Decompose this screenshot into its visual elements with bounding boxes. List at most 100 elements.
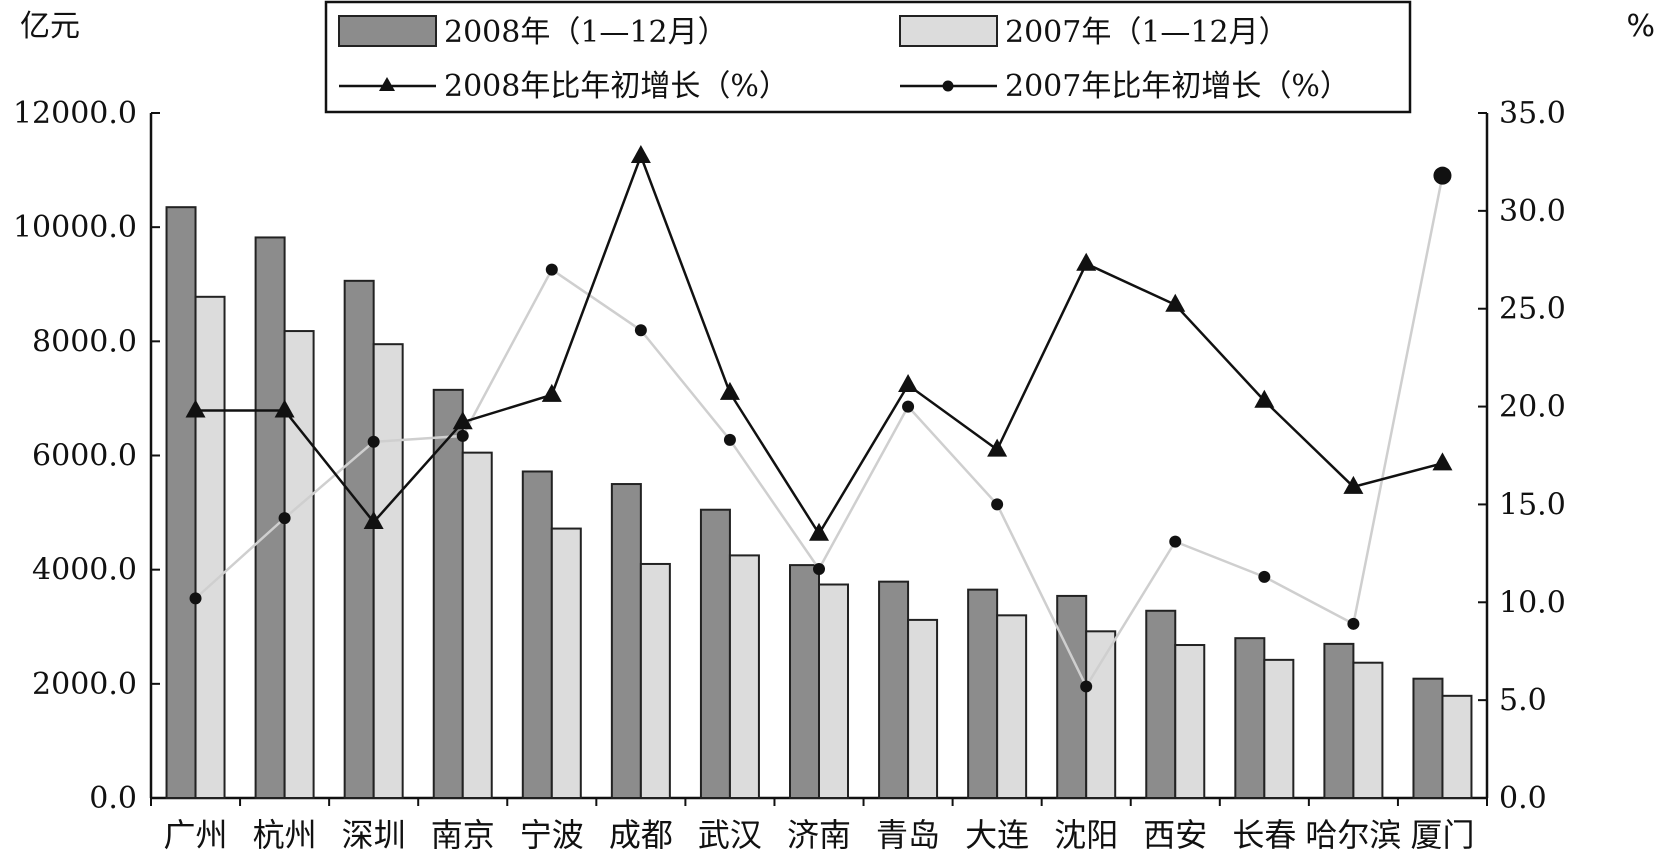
growth-point-2008-深圳 — [363, 511, 384, 530]
bar-2007-南京 — [461, 451, 493, 799]
right-tick-label: 20.0 — [1499, 390, 1566, 425]
right-axis-unit: % — [1626, 9, 1655, 44]
bar-2007-武汉 — [728, 554, 760, 799]
growth-point-2008-广州 — [185, 399, 206, 418]
left-tick-label: 10000.0 — [13, 210, 137, 245]
bar-2007-成都 — [639, 562, 671, 799]
bar-2007-宁波 — [550, 527, 582, 799]
growth-point-2008-武汉 — [719, 381, 740, 400]
bar-2007-杭州 — [283, 330, 315, 799]
growth-point-2007-大连 — [991, 498, 1004, 511]
growth-point-2007-哈尔滨 — [1347, 617, 1360, 630]
left-axis-unit: 亿元 — [20, 9, 80, 44]
growth-point-2008-厦门 — [1432, 452, 1453, 471]
legend-triangle-marker-icon — [379, 77, 395, 91]
category-label-成都: 成都 — [609, 816, 673, 854]
category-label-宁波: 宁波 — [520, 816, 584, 854]
growth-point-2007-南京 — [456, 429, 469, 442]
bar-2008-长春 — [1234, 637, 1266, 800]
growth-lines — [185, 145, 1453, 693]
left-tick-label: 4000.0 — [32, 553, 137, 588]
growth-point-2007-宁波 — [545, 263, 558, 276]
legend-label-2008-bar: 2008年（1—12月） — [444, 15, 728, 50]
legend-circle-marker-icon — [942, 80, 954, 92]
growth-point-2007-成都 — [634, 324, 647, 337]
bar-2008-厦门 — [1412, 677, 1444, 800]
left-tick-label: 12000.0 — [13, 96, 137, 131]
category-label-西安: 西安 — [1143, 816, 1207, 854]
legend-swatch-2007-bar — [899, 15, 998, 47]
bar-2008-大连 — [967, 588, 999, 799]
left-tick-label: 8000.0 — [32, 324, 137, 359]
growth-point-2007-厦门 — [1433, 166, 1452, 185]
growth-point-2008-济南 — [809, 522, 829, 541]
growth-point-2007-济南 — [813, 563, 825, 576]
bar-2008-沈阳 — [1056, 594, 1088, 799]
right-tick-label: 35.0 — [1499, 96, 1566, 131]
bar-2007-济南 — [818, 583, 849, 800]
bar-2007-大连 — [996, 614, 1028, 799]
category-label-济南: 济南 — [787, 816, 851, 854]
growth-point-2008-青岛 — [898, 374, 919, 393]
bar-2008-哈尔滨 — [1323, 642, 1355, 799]
category-label-沈阳: 沈阳 — [1054, 816, 1118, 854]
category-label-杭州: 杭州 — [253, 816, 317, 854]
bar-2008-成都 — [610, 483, 642, 799]
category-label-南京: 南京 — [431, 816, 495, 854]
category-label-武汉: 武汉 — [698, 816, 762, 854]
right-tick-label: 0.0 — [1499, 781, 1547, 816]
legend: 2008年（1—12月） 2007年（1—12月） 2008年比年初增长（%） … — [324, 0, 1412, 114]
left-tick-label: 2000.0 — [32, 667, 137, 702]
right-tick-label: 10.0 — [1499, 585, 1566, 620]
bar-2007-青岛 — [907, 618, 939, 800]
bar-2007-西安 — [1174, 644, 1206, 799]
growth-point-2008-大连 — [987, 438, 1008, 457]
growth-point-2008-杭州 — [274, 399, 295, 418]
right-tick-label: 30.0 — [1499, 194, 1566, 229]
bar-2008-广州 — [165, 206, 197, 799]
right-tick-label: 5.0 — [1499, 683, 1547, 718]
growth-point-2007-西安 — [1169, 535, 1182, 548]
growth-point-2007-深圳 — [367, 435, 380, 448]
bar-2007-深圳 — [372, 343, 404, 799]
category-label-深圳: 深圳 — [342, 816, 406, 854]
bars — [165, 206, 1473, 800]
growth-point-2007-武汉 — [723, 433, 736, 446]
category-label-广州: 广州 — [164, 816, 228, 854]
bar-2008-青岛 — [878, 580, 910, 800]
bar-2008-武汉 — [699, 508, 731, 799]
right-tick-label: 25.0 — [1499, 292, 1566, 327]
category-label-大连: 大连 — [965, 816, 1029, 854]
category-labels: 广州 杭州 深圳 南京 宁波 成都 武汉 济南 青岛 大连 沈阳 西安 长春 哈尔滨 厦门 — [164, 816, 1475, 854]
bar-2008-济南 — [789, 564, 820, 799]
bar-2008-宁波 — [521, 470, 553, 799]
growth-point-2008-成都 — [630, 145, 651, 164]
left-tick-label: 6000.0 — [32, 439, 137, 474]
bar-2007-长春 — [1263, 658, 1295, 799]
bar-2007-厦门 — [1441, 694, 1473, 800]
legend-label-2007-bar: 2007年（1—12月） — [1005, 15, 1289, 50]
legend-box — [324, 0, 1412, 114]
category-label-哈尔滨: 哈尔滨 — [1305, 816, 1401, 854]
bar-2007-广州 — [194, 295, 226, 799]
bar-2007-哈尔滨 — [1352, 661, 1384, 800]
growth-point-2008-南京 — [452, 411, 473, 430]
category-label-长春: 长春 — [1232, 816, 1296, 854]
growth-point-2007-广州 — [189, 592, 202, 605]
growth-point-2007-长春 — [1258, 570, 1271, 583]
growth-point-2007-青岛 — [902, 400, 915, 413]
growth-point-2008-哈尔滨 — [1343, 475, 1364, 494]
bar-2008-深圳 — [343, 279, 375, 799]
growth-point-2007-杭州 — [278, 512, 291, 525]
bar-2007-沈阳 — [1085, 630, 1117, 799]
left-tick-label: 0.0 — [89, 781, 137, 816]
growth-point-2008-沈阳 — [1076, 252, 1097, 271]
growth-point-2008-宁波 — [541, 383, 562, 402]
bar-2008-南京 — [432, 388, 464, 799]
legend-label-2008-growth: 2008年比年初增长（%） — [444, 69, 789, 104]
legend-label-2007-growth: 2007年比年初增长（%） — [1005, 69, 1350, 104]
growth-point-2007-沈阳 — [1080, 680, 1093, 693]
category-label-青岛: 青岛 — [876, 816, 940, 854]
category-label-厦门: 厦门 — [1410, 816, 1474, 854]
